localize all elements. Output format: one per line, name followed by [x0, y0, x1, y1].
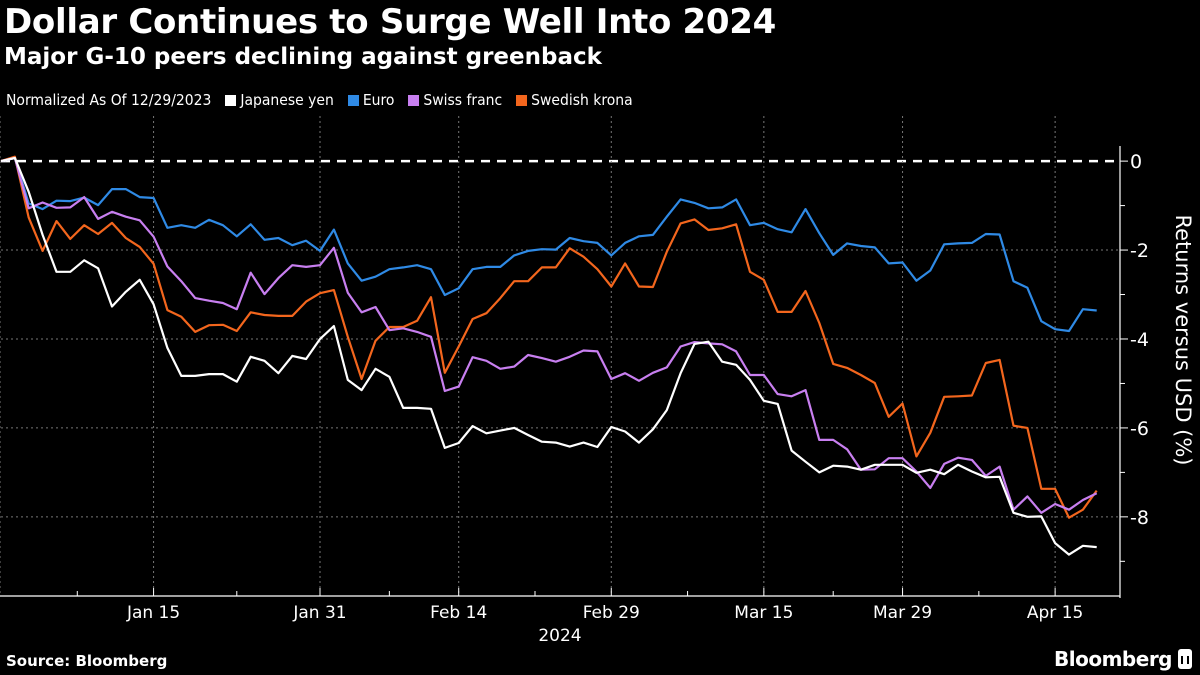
legend-swatch-icon [408, 94, 420, 106]
x-tick-label: Mar 15 [734, 603, 793, 623]
legend-swatch-icon [225, 94, 237, 106]
logo-text: Bloomberg [1054, 647, 1172, 671]
chart-title: Dollar Continues to Surge Well Into 2024 [4, 2, 776, 42]
y-tick-label: -6 [1130, 418, 1149, 440]
tick-labels: 0 -2 -4 -6 -8 Jan 15 Jan 31 Feb 14 Feb 29 Mar 15 M… [126, 151, 1195, 646]
bloomberg-logo: Bloomberg [1054, 647, 1192, 671]
x-tick-label: Jan 31 [292, 603, 346, 623]
legend-item-swiss-franc: Swiss franc [408, 91, 502, 109]
y-axis-label: Returns versus USD (%) [1171, 214, 1195, 465]
y-tick-label: -2 [1130, 240, 1149, 262]
legend-label: Euro [362, 91, 395, 109]
legend-item-japanese-yen: Japanese yen [225, 91, 334, 109]
x-axis-label: 2024 [538, 626, 581, 646]
series-line-swiss-franc [0, 156, 1098, 514]
y-tick-label: 0 [1130, 151, 1142, 173]
x-tick-label: Jan 15 [126, 603, 180, 623]
x-tick-label: Feb 29 [583, 603, 640, 623]
series-line-japanese-yen [0, 156, 1097, 556]
legend-label: Swedish krona [531, 91, 633, 109]
series-line-euro [0, 156, 1097, 333]
legend-label: Swiss franc [423, 91, 503, 109]
y-tick-label: -4 [1130, 329, 1149, 351]
legend-item-swedish-krona: Swedish krona [516, 91, 633, 109]
legend-normalization-note: Normalized As Of 12/29/2023 [6, 91, 212, 109]
axes [0, 146, 1128, 598]
chart-subtitle: Major G-10 peers declining against green… [4, 44, 602, 70]
legend-swatch-icon [347, 94, 359, 106]
legend-label: Japanese yen [240, 91, 334, 109]
legend-item-euro: Euro [347, 91, 395, 109]
gridlines [0, 116, 1120, 596]
legend-swatch-icon [516, 94, 528, 106]
x-tick-label: Mar 29 [873, 603, 932, 623]
x-tick-label: Apr 15 [1027, 603, 1083, 623]
series-line-swedish-krona [0, 155, 1098, 519]
legend: Normalized As Of 12/29/2023 Japanese yen… [6, 91, 647, 109]
source-note: Source: Bloomberg [6, 652, 168, 670]
x-tick-label: Feb 14 [430, 603, 487, 623]
y-tick-label: -8 [1130, 507, 1149, 529]
series-lines [0, 155, 1098, 556]
bloomberg-chart-icon [1178, 649, 1192, 669]
